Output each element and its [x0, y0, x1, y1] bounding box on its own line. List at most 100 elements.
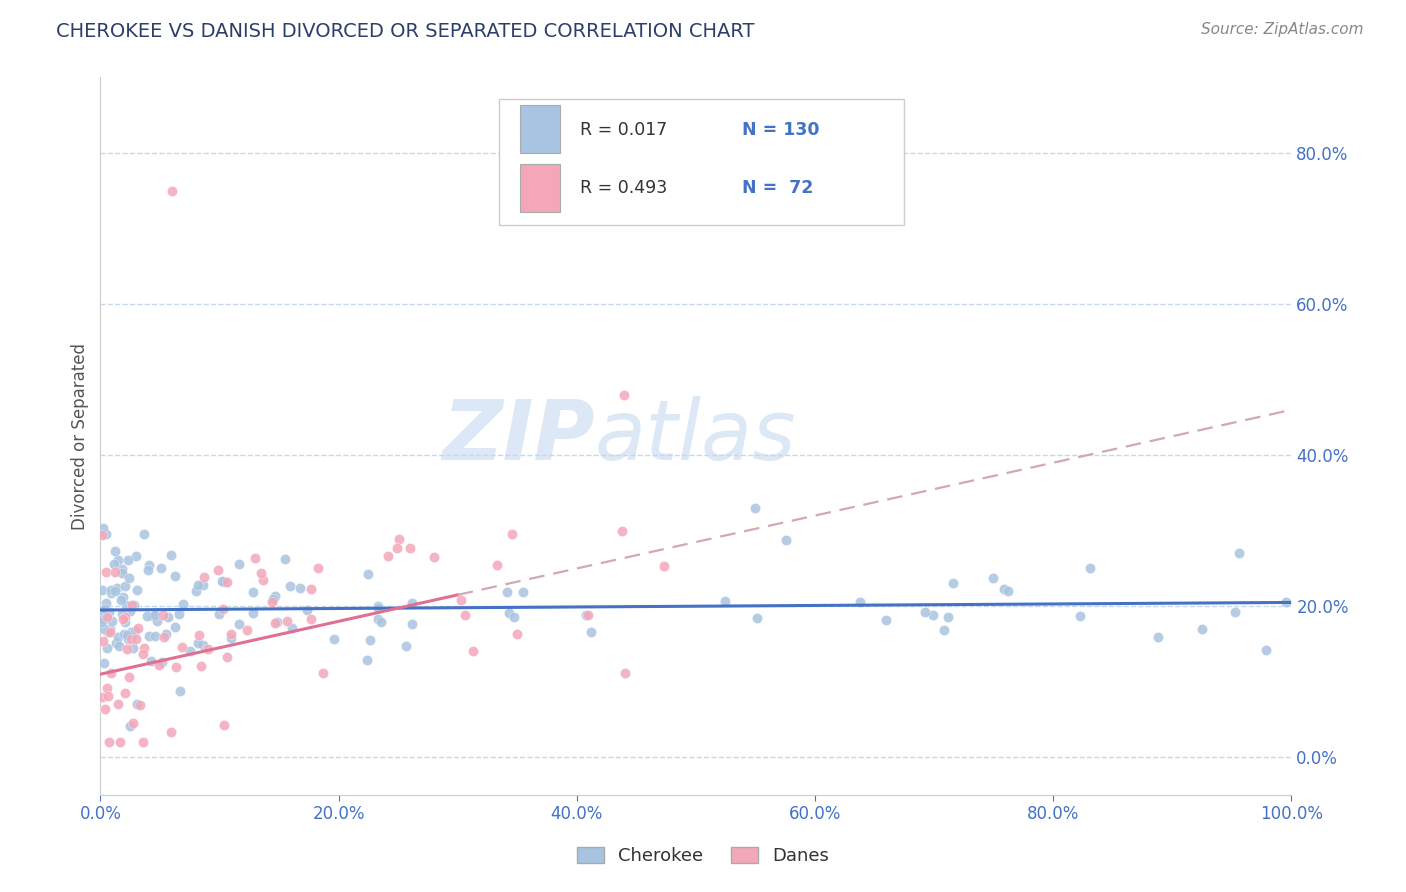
Point — [143, 629, 166, 643]
Point — [401, 596, 423, 610]
Point — [212, 717, 235, 731]
Point — [187, 628, 209, 642]
Point — [132, 640, 155, 655]
Point — [118, 718, 141, 732]
Point — [512, 584, 534, 599]
Point — [301, 612, 323, 626]
Point — [115, 598, 138, 612]
Point — [242, 606, 264, 620]
Point — [297, 602, 319, 616]
Point — [111, 566, 134, 580]
Point — [111, 607, 134, 621]
Point — [157, 610, 180, 624]
Point — [155, 627, 177, 641]
Point — [103, 557, 125, 571]
Text: CHEROKEE VS DANISH DIVORCED OR SEPARATED CORRELATION CHART: CHEROKEE VS DANISH DIVORCED OR SEPARATED… — [56, 22, 755, 41]
Point — [875, 614, 897, 628]
Point — [91, 611, 114, 625]
Point — [219, 627, 242, 641]
Point — [159, 549, 181, 563]
Point — [125, 549, 148, 564]
Point — [399, 541, 422, 556]
Point — [242, 584, 264, 599]
Point — [936, 610, 959, 624]
Point — [1254, 643, 1277, 657]
Point — [942, 576, 965, 591]
Point — [149, 561, 172, 575]
Point — [104, 565, 127, 579]
Point — [141, 609, 163, 624]
Point — [117, 552, 139, 566]
Point — [187, 636, 209, 650]
Point — [138, 630, 160, 644]
Point — [124, 624, 146, 638]
Point — [94, 526, 117, 541]
Point — [167, 607, 190, 621]
Point — [170, 640, 193, 654]
Point — [110, 592, 132, 607]
Point — [124, 632, 146, 647]
Point — [377, 549, 399, 563]
Point — [111, 562, 134, 576]
Point — [576, 607, 599, 622]
Point — [120, 625, 142, 640]
Point — [146, 615, 169, 629]
Point — [486, 558, 509, 573]
Point — [93, 634, 115, 648]
Point — [934, 623, 956, 637]
Point — [367, 599, 389, 613]
Point — [744, 501, 766, 516]
Point — [1227, 546, 1250, 560]
Point — [165, 660, 187, 674]
Point — [713, 594, 735, 608]
Point — [450, 593, 472, 607]
Point — [90, 615, 112, 630]
Point — [132, 735, 155, 749]
Point — [135, 609, 157, 624]
Point — [1274, 595, 1296, 609]
Point — [498, 606, 520, 620]
Point — [453, 607, 475, 622]
Point — [308, 561, 330, 575]
Point — [115, 641, 138, 656]
Point — [250, 566, 273, 581]
Point — [150, 655, 173, 669]
Point — [100, 583, 122, 598]
Point — [228, 616, 250, 631]
Y-axis label: Divorced or Separated: Divorced or Separated — [72, 343, 89, 530]
Point — [505, 626, 527, 640]
Point — [96, 640, 118, 655]
Point — [100, 665, 122, 680]
Point — [311, 665, 333, 680]
Point — [356, 653, 378, 667]
Point — [208, 607, 231, 621]
Point — [94, 602, 117, 616]
Point — [502, 610, 524, 624]
Legend: Cherokee, Danes: Cherokee, Danes — [568, 838, 838, 874]
Point — [159, 724, 181, 739]
Point — [122, 640, 145, 655]
Point — [264, 590, 287, 604]
Point — [207, 563, 229, 577]
Point — [212, 574, 235, 589]
Point — [152, 607, 174, 622]
Point — [105, 581, 128, 595]
Point — [179, 644, 201, 658]
Point — [91, 520, 114, 534]
Point — [118, 571, 141, 585]
Point — [91, 604, 114, 618]
Point — [124, 598, 146, 612]
Point — [423, 550, 446, 565]
Point — [169, 684, 191, 698]
Point — [262, 591, 284, 606]
Point — [111, 611, 134, 625]
Point — [90, 528, 112, 542]
Point — [243, 551, 266, 566]
Point — [114, 579, 136, 593]
Point — [138, 558, 160, 572]
Point — [190, 659, 212, 673]
Point — [139, 654, 162, 668]
Point — [914, 605, 936, 619]
Point — [132, 647, 155, 661]
Text: ZIP: ZIP — [441, 396, 595, 476]
